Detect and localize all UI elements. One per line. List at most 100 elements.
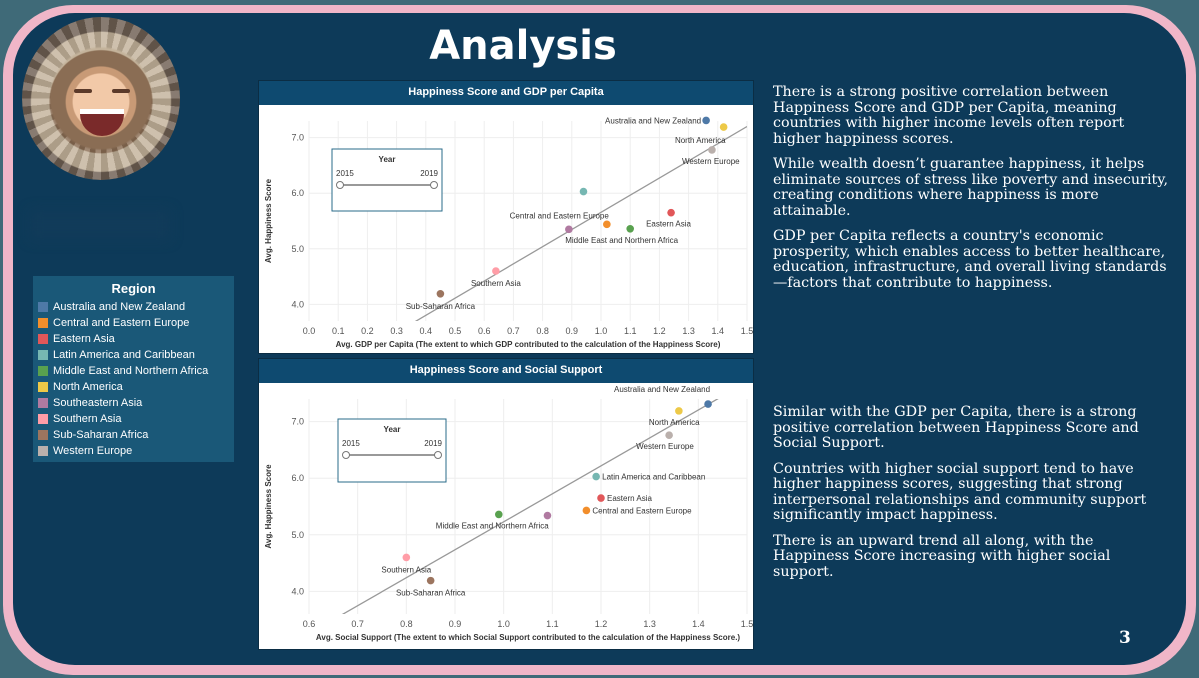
data-point[interactable] xyxy=(708,146,716,154)
data-point[interactable] xyxy=(426,576,435,585)
data-point[interactable] xyxy=(565,225,573,234)
x-tick-label: 0.7 xyxy=(351,619,364,629)
legend-label: Sub-Saharan Africa xyxy=(53,429,149,441)
legend-label: Eastern Asia xyxy=(53,333,115,345)
x-tick-label: 0.6 xyxy=(478,326,491,336)
left-eye xyxy=(74,89,92,93)
year-filter-min: 2015 xyxy=(342,439,360,448)
x-tick-label: 1.3 xyxy=(643,619,656,629)
data-point[interactable] xyxy=(579,187,588,196)
x-tick-label: 0.4 xyxy=(420,326,433,336)
legend-item[interactable]: Eastern Asia xyxy=(33,331,234,347)
legend-label: Central and Eastern Europe xyxy=(53,317,190,329)
data-point[interactable] xyxy=(667,208,675,217)
commentary-paragraph: There is an upward trend all along, with… xyxy=(773,532,1111,580)
data-point[interactable] xyxy=(597,494,605,502)
x-axis-title: Avg. Social Support (The extent to which… xyxy=(316,633,741,642)
gdp-commentary: There is a strong positive correlation b… xyxy=(773,84,1173,301)
legend-item[interactable]: Latin America and Caribbean xyxy=(33,347,234,363)
legend-swatch xyxy=(38,382,48,392)
y-tick-label: 7.0 xyxy=(291,133,304,143)
legend-swatch xyxy=(38,430,48,440)
x-tick-label: 0.9 xyxy=(566,326,579,336)
social-chart-title: Happiness Score and Social Support xyxy=(259,359,753,383)
data-point[interactable] xyxy=(665,431,673,440)
data-label: Southern Asia xyxy=(381,565,431,574)
legend-item[interactable]: North America xyxy=(33,379,234,395)
x-tick-label: 0.1 xyxy=(332,326,345,336)
legend-label: North America xyxy=(53,381,123,393)
x-tick-label: 0.8 xyxy=(536,326,549,336)
data-label: Southern Asia xyxy=(471,279,521,288)
legend-swatch xyxy=(38,398,48,408)
data-point[interactable] xyxy=(592,472,600,481)
data-point[interactable] xyxy=(675,407,683,415)
data-label: Eastern Asia xyxy=(607,494,652,503)
y-tick-label: 4.0 xyxy=(291,586,304,596)
year-slider-handle-min[interactable] xyxy=(336,181,344,189)
x-axis-title: Avg. GDP per Capita (The extent to which… xyxy=(336,340,721,349)
data-point[interactable] xyxy=(702,116,710,125)
social-scatter-panel: Happiness Score and Social Support 0.6 0.… xyxy=(258,358,754,650)
data-point[interactable] xyxy=(436,289,445,298)
legend-item[interactable]: Middle East and Northern Africa xyxy=(33,363,234,379)
x-tick-label: 1.4 xyxy=(712,326,725,336)
data-point[interactable] xyxy=(603,220,611,229)
data-label: Western Europe xyxy=(636,442,694,451)
y-axis-title: Avg. Happiness Score xyxy=(264,464,273,549)
data-point[interactable] xyxy=(704,400,712,408)
x-tick-label: 0.6 xyxy=(303,619,316,629)
data-label: Western Europe xyxy=(682,157,740,166)
social-scatter-chart: 0.6 0.7 0.8 0.9 1.0 1.1 1.2 1.3 1.4 1.5 4.0 5.0 6.0 7… xyxy=(264,385,753,642)
data-point[interactable] xyxy=(582,506,591,515)
y-tick-label: 5.0 xyxy=(291,530,304,540)
data-label: North America xyxy=(675,136,726,145)
legend-item[interactable]: Southern Asia xyxy=(33,411,234,427)
gdp-scatter-panel: Happiness Score and GDP per Capita 0.0 0.… xyxy=(258,80,754,354)
x-tick-label: 1.1 xyxy=(624,326,637,336)
x-tick-label: 0.5 xyxy=(449,326,462,336)
commentary-paragraph: GDP per Capita reflects a country's econ… xyxy=(773,228,1167,291)
x-tick-label: 0.7 xyxy=(507,326,520,336)
data-point[interactable] xyxy=(543,511,552,520)
legend-title: Region xyxy=(111,281,156,296)
page-number: 3 xyxy=(1119,628,1131,648)
y-tick-label: 6.0 xyxy=(291,473,304,483)
x-tick-label: 1.4 xyxy=(692,619,705,629)
child-photo xyxy=(22,17,180,180)
data-label: Middle East and Northern Africa xyxy=(565,236,678,245)
data-point[interactable] xyxy=(402,553,411,562)
year-filter-box xyxy=(337,418,447,483)
data-point[interactable] xyxy=(626,224,634,233)
year-slider-handle-max[interactable] xyxy=(430,181,438,189)
legend-item[interactable]: Western Europe xyxy=(33,443,234,459)
data-label: Middle East and Northern Africa xyxy=(436,521,549,530)
legend-item[interactable]: Southeastern Asia xyxy=(33,395,234,411)
legend-item[interactable]: Australia and New Zealand xyxy=(33,299,234,315)
data-point[interactable] xyxy=(719,123,728,131)
year-filter-max: 2019 xyxy=(420,169,438,178)
data-point[interactable] xyxy=(495,510,503,519)
x-tick-label: 1.5 xyxy=(741,619,753,629)
year-filter-title: Year xyxy=(384,425,401,434)
x-tick-label: 0.9 xyxy=(449,619,462,629)
year-filter-min: 2015 xyxy=(336,169,354,178)
legend-swatch xyxy=(38,366,48,376)
legend-item[interactable]: Central and Eastern Europe xyxy=(33,315,234,331)
trend-line xyxy=(341,399,719,614)
legend-swatch xyxy=(38,350,48,360)
data-label: Australia and New Zealand xyxy=(605,116,701,125)
x-tick-label: 0.0 xyxy=(303,326,316,336)
legend-label: Southeastern Asia xyxy=(53,397,143,409)
commentary-paragraph: There is a strong positive correlation b… xyxy=(773,84,1125,147)
data-label: Central and Eastern Europe xyxy=(510,211,610,220)
x-tick-label: 0.3 xyxy=(390,326,403,336)
data-point[interactable] xyxy=(492,267,500,275)
gdp-scatter-chart: 0.0 0.1 0.2 0.3 0.4 0.5 0.6 0.7 0.8 0.9 1.0 1.1 1.2 1… xyxy=(264,116,753,349)
legend-item[interactable]: Sub-Saharan Africa xyxy=(33,427,234,443)
year-slider-handle-max[interactable] xyxy=(434,451,442,459)
year-slider-handle-min[interactable] xyxy=(342,451,350,459)
data-label: Sub-Saharan Africa xyxy=(396,589,466,598)
year-filter-box xyxy=(331,148,443,212)
right-eye xyxy=(112,89,130,93)
